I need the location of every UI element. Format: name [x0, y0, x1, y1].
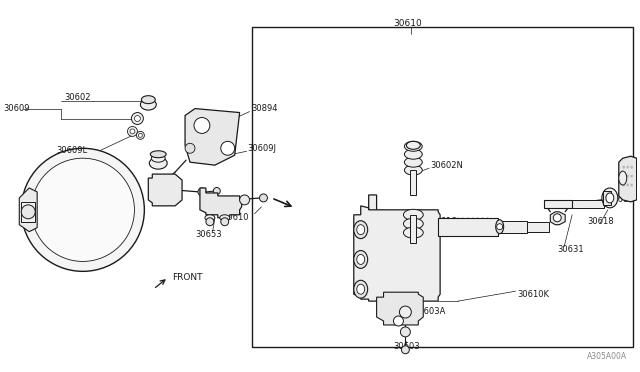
Circle shape: [134, 116, 140, 122]
Circle shape: [394, 316, 403, 326]
Ellipse shape: [406, 141, 420, 149]
Bar: [410, 215, 416, 243]
Text: 30602N: 30602N: [430, 161, 463, 170]
Bar: [572, 200, 604, 208]
Circle shape: [194, 118, 210, 134]
Bar: [527, 222, 549, 232]
Circle shape: [138, 134, 142, 137]
Circle shape: [627, 175, 629, 177]
Ellipse shape: [619, 171, 627, 185]
Ellipse shape: [354, 280, 367, 298]
Text: 30617: 30617: [607, 195, 634, 204]
Ellipse shape: [356, 284, 365, 294]
Ellipse shape: [354, 221, 367, 238]
Circle shape: [221, 141, 235, 155]
Circle shape: [239, 195, 250, 205]
Text: 30653: 30653: [195, 230, 221, 239]
Circle shape: [221, 218, 228, 226]
Circle shape: [627, 166, 629, 169]
Circle shape: [401, 327, 410, 337]
Bar: [545, 200, 572, 208]
Circle shape: [131, 113, 143, 125]
Circle shape: [623, 184, 625, 186]
Ellipse shape: [151, 154, 165, 162]
Polygon shape: [200, 188, 242, 218]
Polygon shape: [185, 109, 239, 165]
Text: 30603: 30603: [393, 342, 420, 351]
Text: 30602: 30602: [64, 93, 90, 102]
Circle shape: [185, 143, 195, 153]
Text: 30610K: 30610K: [518, 290, 550, 299]
Text: FRONT: FRONT: [172, 273, 203, 282]
Bar: [498, 221, 527, 232]
Bar: [252, 27, 634, 347]
Ellipse shape: [606, 193, 614, 203]
Circle shape: [130, 129, 135, 134]
Text: 30610: 30610: [394, 19, 422, 28]
Bar: [438, 218, 498, 235]
Text: 30631: 30631: [557, 245, 584, 254]
Circle shape: [206, 218, 214, 226]
Ellipse shape: [356, 254, 365, 264]
Circle shape: [623, 175, 625, 177]
Circle shape: [623, 166, 625, 169]
Circle shape: [401, 346, 410, 354]
Text: 30616: 30616: [430, 217, 457, 226]
Circle shape: [399, 306, 412, 318]
Polygon shape: [550, 212, 565, 225]
Polygon shape: [19, 188, 37, 232]
Ellipse shape: [404, 149, 422, 159]
Ellipse shape: [150, 151, 166, 158]
Circle shape: [213, 187, 220, 195]
Ellipse shape: [205, 215, 215, 221]
Polygon shape: [376, 292, 423, 325]
Text: A305A00A: A305A00A: [587, 352, 627, 361]
Ellipse shape: [140, 99, 156, 110]
Circle shape: [31, 158, 134, 262]
Circle shape: [136, 131, 145, 140]
Text: 30609J: 30609J: [248, 144, 276, 153]
Circle shape: [630, 175, 633, 177]
Circle shape: [127, 126, 138, 137]
Ellipse shape: [141, 96, 156, 104]
Text: 30894: 30894: [252, 104, 278, 113]
Ellipse shape: [220, 215, 230, 221]
Text: 30618: 30618: [587, 217, 614, 226]
Circle shape: [21, 205, 35, 219]
Circle shape: [497, 224, 502, 230]
Ellipse shape: [404, 165, 422, 175]
Circle shape: [21, 148, 145, 271]
Ellipse shape: [496, 220, 504, 234]
Circle shape: [553, 214, 561, 222]
Ellipse shape: [403, 209, 423, 220]
Text: 30609: 30609: [3, 104, 30, 113]
Polygon shape: [619, 156, 637, 202]
Ellipse shape: [602, 188, 618, 208]
Bar: [603, 191, 611, 205]
Ellipse shape: [403, 227, 423, 238]
Text: 30603A: 30603A: [413, 307, 445, 315]
Circle shape: [630, 184, 633, 186]
Ellipse shape: [403, 218, 423, 229]
Ellipse shape: [354, 250, 367, 268]
Text: 30610: 30610: [223, 213, 249, 222]
Circle shape: [627, 184, 629, 186]
Bar: [21, 202, 35, 222]
Ellipse shape: [404, 141, 422, 151]
Circle shape: [198, 188, 206, 196]
Bar: [410, 170, 416, 195]
Ellipse shape: [356, 225, 365, 235]
Polygon shape: [354, 206, 440, 301]
Text: 30609L: 30609L: [56, 146, 87, 155]
Polygon shape: [148, 174, 182, 206]
Polygon shape: [369, 195, 419, 225]
Ellipse shape: [404, 157, 422, 167]
Circle shape: [259, 194, 268, 202]
Ellipse shape: [149, 157, 167, 169]
Circle shape: [630, 166, 633, 169]
